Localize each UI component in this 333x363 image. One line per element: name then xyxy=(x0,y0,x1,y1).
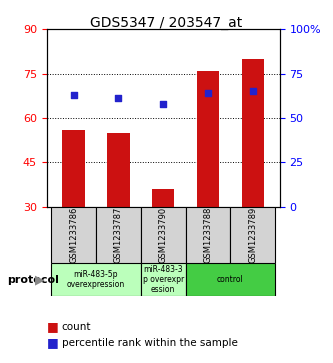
Bar xyxy=(230,207,275,263)
Bar xyxy=(185,207,230,263)
Bar xyxy=(185,263,275,296)
Point xyxy=(250,88,255,94)
Text: GSM1233788: GSM1233788 xyxy=(203,207,212,263)
Bar xyxy=(51,263,141,296)
Bar xyxy=(141,263,185,296)
Text: miR-483-3
p overexpr
ession: miR-483-3 p overexpr ession xyxy=(143,265,184,294)
Bar xyxy=(96,207,141,263)
Bar xyxy=(197,70,219,207)
Text: ■: ■ xyxy=(47,337,58,350)
Bar xyxy=(141,207,185,263)
Bar xyxy=(107,133,130,207)
Text: protocol: protocol xyxy=(7,275,59,285)
Text: ■: ■ xyxy=(47,320,58,333)
Bar xyxy=(242,59,264,207)
Text: GSM1233789: GSM1233789 xyxy=(248,207,257,263)
Point xyxy=(205,90,211,96)
Bar xyxy=(51,207,96,263)
Text: control: control xyxy=(217,275,244,284)
Text: percentile rank within the sample: percentile rank within the sample xyxy=(62,338,237,348)
Text: count: count xyxy=(62,322,91,332)
Bar xyxy=(152,189,174,207)
Text: GSM1233790: GSM1233790 xyxy=(159,207,168,263)
Point xyxy=(161,101,166,107)
Bar xyxy=(62,130,85,207)
Point xyxy=(71,92,76,98)
Text: GDS5347 / 203547_at: GDS5347 / 203547_at xyxy=(90,16,243,30)
Text: ▶: ▶ xyxy=(35,274,44,287)
Text: miR-483-5p
overexpression: miR-483-5p overexpression xyxy=(67,270,125,289)
Text: GSM1233787: GSM1233787 xyxy=(114,207,123,263)
Text: GSM1233786: GSM1233786 xyxy=(69,207,78,263)
Point xyxy=(116,95,121,101)
